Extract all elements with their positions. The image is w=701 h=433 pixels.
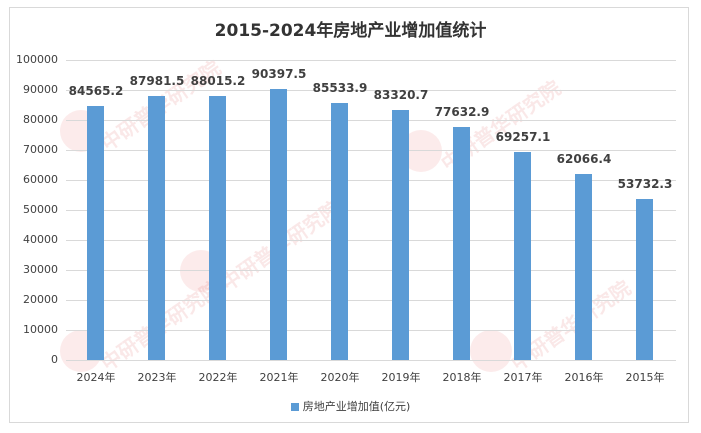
bar-value-label: 84565.2 (68, 84, 124, 98)
gridline (66, 300, 676, 301)
gridline (66, 150, 676, 151)
y-tick-label: 10000 (23, 323, 58, 336)
bar-value-label: 77632.9 (434, 105, 490, 119)
bar (575, 174, 592, 360)
y-tick-label: 50000 (23, 203, 58, 216)
y-tick-label: 30000 (23, 263, 58, 276)
bar-value-label: 69257.1 (495, 130, 551, 144)
gridline (66, 60, 676, 61)
x-tick-label: 2016年 (564, 371, 604, 384)
gridline (66, 330, 676, 331)
y-tick-label: 100000 (16, 53, 58, 66)
y-tick-label: 70000 (23, 143, 58, 156)
gridline (66, 180, 676, 181)
x-tick-label: 2021年 (259, 371, 299, 384)
x-tick-label: 2018年 (442, 371, 482, 384)
bar-value-label: 85533.9 (312, 81, 368, 95)
bar-value-label: 88015.2 (190, 74, 246, 88)
bar-value-label: 87981.5 (129, 74, 185, 88)
x-tick-label: 2023年 (137, 371, 177, 384)
watermark-logo (470, 330, 512, 372)
bar (148, 96, 165, 360)
gridline (66, 210, 676, 211)
gridline (66, 270, 676, 271)
bar (331, 103, 348, 360)
bar (636, 199, 653, 360)
chart-title: 2015-2024年房地产业增加值统计 (214, 21, 487, 41)
legend-label: 房地产业增加值(亿元) (302, 400, 411, 413)
x-tick-label: 2015年 (625, 371, 665, 384)
y-tick-label: 60000 (23, 173, 58, 186)
bar (392, 110, 409, 360)
gridline (66, 240, 676, 241)
y-tick-label: 90000 (23, 83, 58, 96)
x-tick-label: 2019年 (381, 371, 421, 384)
y-tick-label: 80000 (23, 113, 58, 126)
x-tick-label: 2024年 (76, 371, 116, 384)
y-tick-label: 40000 (23, 233, 58, 246)
x-tick-label: 2020年 (320, 371, 360, 384)
bar-value-label: 90397.5 (251, 67, 307, 81)
x-tick-label: 2017年 (503, 371, 543, 384)
legend: 房地产业增加值(亿元) (0, 398, 701, 414)
gridline (66, 360, 676, 361)
bar-value-label: 53732.3 (617, 177, 673, 191)
x-tick-label: 2022年 (198, 371, 238, 384)
bar (209, 96, 226, 360)
y-tick-label: 20000 (23, 293, 58, 306)
bar (270, 89, 287, 360)
bar (514, 152, 531, 360)
y-tick-label: 0 (51, 353, 58, 366)
bar (453, 127, 470, 360)
legend-swatch (290, 403, 299, 411)
gridline (66, 90, 676, 91)
bar-value-label: 62066.4 (556, 152, 612, 166)
bar-value-label: 83320.7 (373, 88, 429, 102)
bar (87, 106, 104, 360)
gridline (66, 120, 676, 121)
